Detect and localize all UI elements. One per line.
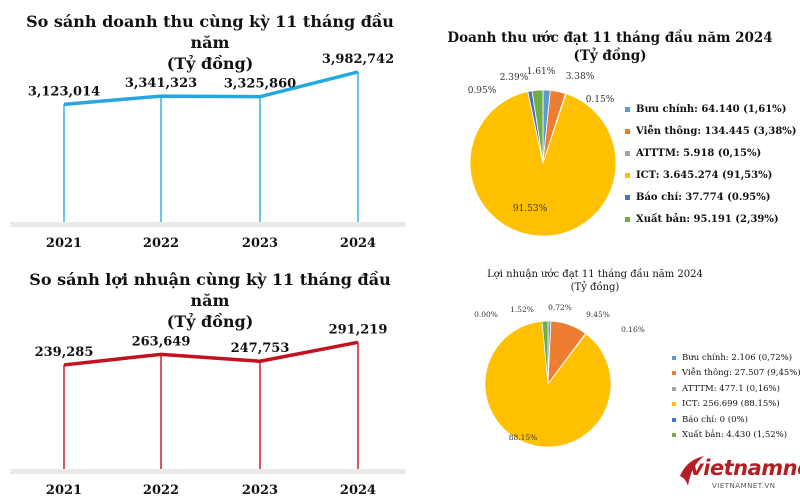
series-line	[63, 70, 359, 107]
legend-label-0: Bưu chính: 64.140 (1,61%)	[636, 103, 787, 115]
legend-item-3: ICT: 256.699 (88.15%)	[672, 397, 800, 413]
pie-pct-label-3: 88.15%	[509, 433, 538, 442]
value-label-2023: 3,325,860	[224, 77, 296, 92]
pie-pct-label-5: 2.39%	[500, 73, 529, 83]
legend-swatch-3	[672, 402, 676, 407]
logo-swoosh-icon	[680, 456, 704, 486]
pie-pct-label-2: 0.16%	[621, 325, 645, 334]
legend-item-1: Viễn thông: 134.445 (3,38%)	[625, 120, 797, 142]
legend-swatch-2	[672, 386, 676, 391]
revenue-line-chart: So sánh doanh thu cùng kỳ 11 tháng đầu n…	[0, 0, 410, 252]
legend-swatch-5	[672, 433, 676, 438]
profit-pie-subtitle: (Tỷ đồng)	[570, 282, 620, 293]
legend-swatch-1	[625, 128, 630, 134]
profit-chart-subtitle: (Tỷ đồng)	[166, 311, 254, 331]
x-axis-band	[10, 222, 405, 227]
pie-pct-label-5: 1.52%	[510, 305, 534, 314]
pie-pct-label-4: 0.95%	[468, 86, 497, 96]
vietnamnet-logo: vietnamnet VIETNAMNET.VN	[676, 452, 800, 496]
legend-swatch-5	[625, 216, 630, 222]
x-axis-band	[10, 469, 405, 474]
legend-item-0: Bưu chính: 64.140 (1,61%)	[625, 98, 797, 120]
pie-pct-label-1: 9.45%	[586, 310, 610, 319]
profit-pie-legend: Bưu chính: 2.106 (0,72%) Viễn thông: 27.5…	[672, 350, 800, 443]
legend-item-3: ICT: 3.645.274 (91,53%)	[625, 164, 797, 186]
pie-pct-label-1: 3.38%	[566, 72, 595, 82]
x-tick-label-2024: 2024	[340, 483, 376, 498]
legend-item-1: Viễn thông: 27.507 (9,45%)	[672, 366, 800, 382]
revenue-pie-subtitle: (Tỷ đồng)	[573, 47, 647, 64]
profit-pie-title-text: Lợi nhuận ước đạt 11 tháng đầu năm 2024	[487, 269, 703, 280]
revenue-pie-legend: Bưu chính: 64.140 (1,61%) Viễn thông: 134…	[625, 98, 797, 230]
revenue-pie-chart: Doanh thu ước đạt 11 tháng đầu năm 2024 …	[410, 0, 800, 260]
value-label-2024: 291,219	[329, 322, 388, 337]
revenue-pie-svg: 1.61% 3.38% 0.15% 91.53% 0.95%2.39%	[468, 67, 617, 237]
legend-label-1: Viễn thông: 134.445 (3,38%)	[636, 125, 797, 137]
profit-pie-chart: Lợi nhuận ước đạt 11 tháng đầu năm 2024 …	[410, 260, 800, 504]
legend-label-2: ATTTM: 477.1 (0,16%)	[682, 383, 780, 394]
pie-slice-3	[469, 91, 617, 237]
profit-line-chart: So sánh lợi nhuận cùng kỳ 11 tháng đầu n…	[0, 252, 410, 504]
x-tick-label-2021: 2021	[46, 483, 82, 498]
value-label-2023: 247,753	[231, 341, 290, 356]
pie-slice-3	[484, 320, 612, 448]
revenue-chart-title: So sánh doanh thu cùng kỳ 11 tháng đầu n…	[20, 12, 400, 74]
legend-item-4: Báo chí: 0 (0%)	[672, 412, 800, 428]
pie-pct-label-0: 0.72%	[548, 303, 572, 312]
legend-swatch-2	[625, 150, 630, 156]
pie-pct-label-3: 91.53%	[513, 204, 548, 214]
logo-url: VIETNAMNET.VN	[712, 482, 776, 490]
series-line	[63, 340, 359, 367]
logo-wordmark: vietnamnet	[690, 456, 800, 480]
value-label-2022: 263,649	[132, 334, 191, 349]
profit-chart-title-text: So sánh lợi nhuận cùng kỳ 11 tháng đầu n…	[29, 270, 391, 310]
x-tick-label-2023: 2023	[242, 483, 278, 498]
x-tick-label-2024: 2024	[340, 236, 376, 251]
legend-label-4: Báo chí: 0 (0%)	[682, 414, 748, 425]
legend-swatch-0	[625, 106, 630, 112]
legend-label-0: Bưu chính: 2.106 (0,72%)	[682, 352, 793, 363]
revenue-chart-subtitle: (Tỷ đồng)	[166, 53, 254, 73]
x-tick-label-2023: 2023	[242, 236, 278, 251]
legend-swatch-3	[625, 172, 630, 178]
x-tick-label-2022: 2022	[143, 236, 179, 251]
legend-item-2: ATTTM: 5.918 (0,15%)	[625, 142, 797, 164]
profit-pie-svg: 0.72% 9.45% 0.16% 88.15% 0.00% 1.52%	[474, 303, 645, 448]
x-tick-label-2021: 2021	[46, 236, 82, 251]
legend-label-5: Xuất bản: 95.191 (2,39%)	[636, 213, 779, 225]
legend-label-3: ICT: 256.699 (88.15%)	[682, 399, 780, 410]
legend-label-1: Viễn thông: 27.507 (9,45%)	[682, 368, 800, 379]
legend-label-3: ICT: 3.645.274 (91,53%)	[636, 169, 773, 181]
profit-line-svg: 239,285 263,649 247,753 291,219 2021 2022 2023…	[10, 322, 405, 498]
legend-swatch-4	[625, 194, 630, 200]
revenue-line-svg: 3,123,014 3,341,323 3,325,860 3,982,742 2021…	[10, 52, 405, 251]
legend-label-5: Xuất bản: 4.430 (1,52%)	[682, 430, 788, 441]
legend-label-4: Báo chí: 37.774 (0.95%)	[636, 191, 771, 203]
legend-label-2: ATTTM: 5.918 (0,15%)	[636, 147, 762, 159]
value-label-2024: 3,982,742	[322, 52, 394, 67]
revenue-pie-title: Doanh thu ước đạt 11 tháng đầu năm 2024 …	[430, 30, 790, 65]
pie-slice-5	[531, 89, 544, 164]
pie-pct-label-2: 0.15%	[586, 95, 615, 105]
legend-item-2: ATTTM: 477.1 (0,16%)	[672, 381, 800, 397]
profit-chart-title: So sánh lợi nhuận cùng kỳ 11 tháng đầu n…	[20, 270, 400, 332]
legend-swatch-4	[672, 417, 676, 422]
legend-item-5: Xuất bản: 95.191 (2,39%)	[625, 208, 797, 230]
revenue-pie-title-text: Doanh thu ước đạt 11 tháng đầu năm 2024	[447, 30, 773, 46]
legend-swatch-1	[672, 371, 676, 376]
profit-pie-title: Lợi nhuận ước đạt 11 tháng đầu năm 2024 …	[450, 268, 740, 294]
legend-swatch-0	[672, 355, 676, 360]
legend-item-0: Bưu chính: 2.106 (0,72%)	[672, 350, 800, 366]
pie-pct-label-0: 1.61%	[527, 67, 556, 77]
x-tick-label-2022: 2022	[143, 483, 179, 498]
legend-item-4: Báo chí: 37.774 (0.95%)	[625, 186, 797, 208]
pie-slice-5	[541, 320, 549, 385]
value-label-2022: 3,341,323	[125, 76, 197, 91]
pie-pct-label-4: 0.00%	[474, 310, 498, 319]
value-label-2021: 239,285	[35, 345, 94, 360]
value-label-2021: 3,123,014	[28, 84, 100, 99]
revenue-chart-title-text: So sánh doanh thu cùng kỳ 11 tháng đầu n…	[26, 12, 394, 52]
legend-item-5: Xuất bản: 4.430 (1,52%)	[672, 428, 800, 444]
